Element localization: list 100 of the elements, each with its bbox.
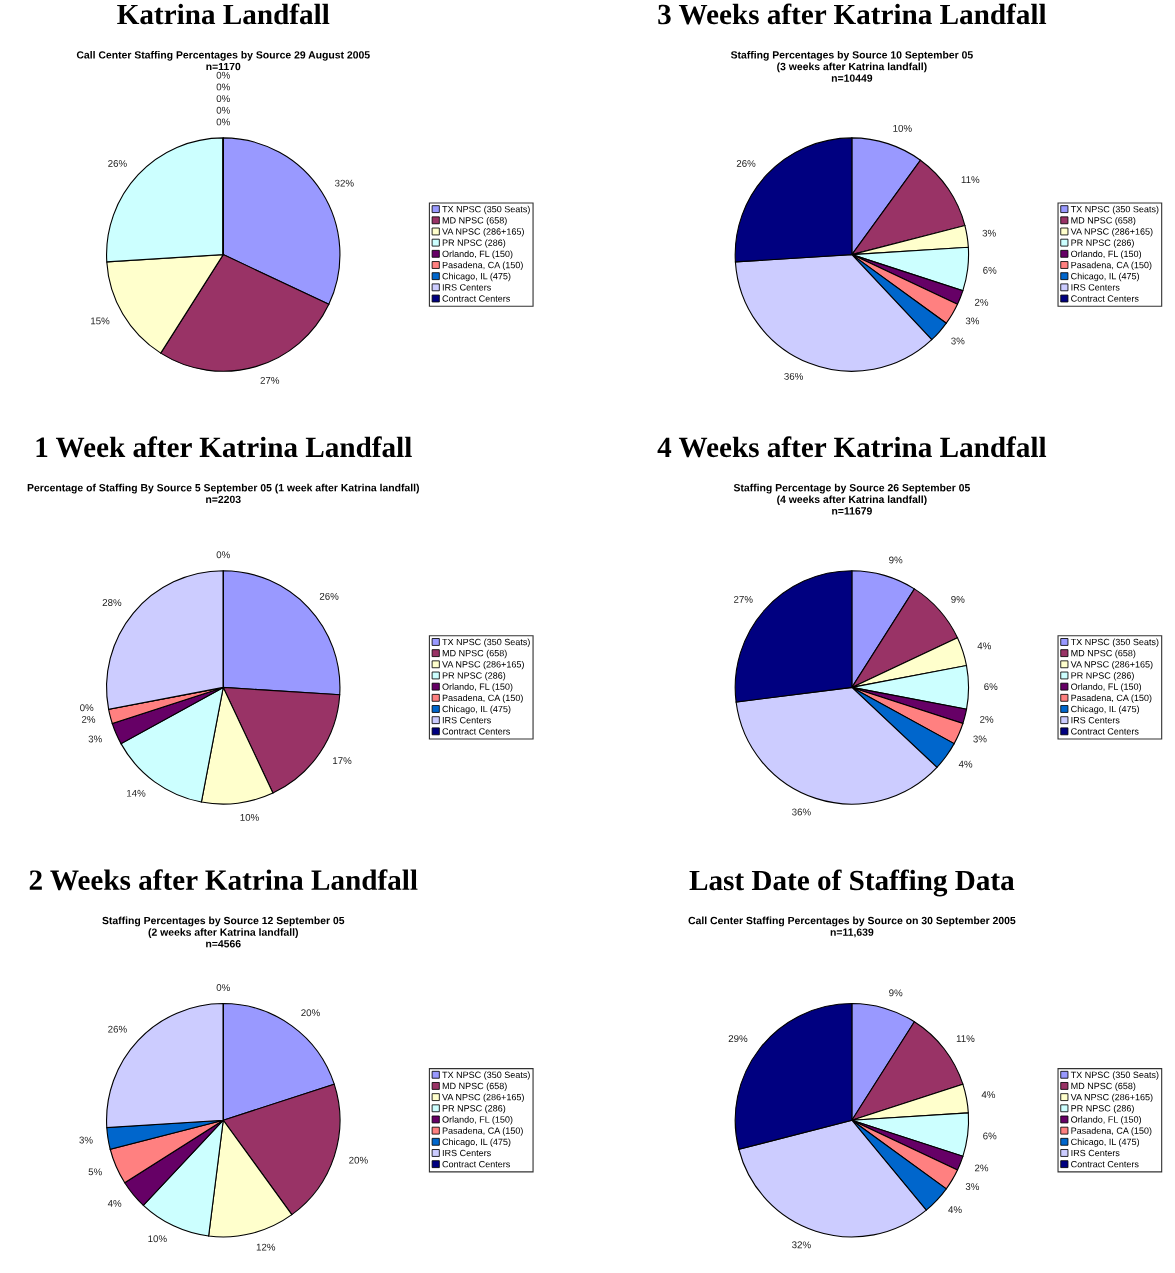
data-label: 6%	[983, 266, 997, 274]
data-label: 3%	[965, 1183, 980, 1190]
data-label: 26%	[319, 592, 339, 600]
legend-label: VA NPSC (286+165)	[1070, 228, 1153, 237]
legend-label: MD NPSC (658)	[442, 649, 507, 659]
data-label: 4%	[958, 760, 973, 768]
data-label: 20%	[301, 1009, 320, 1017]
data-label: 26%	[108, 160, 127, 167]
legend-label: IRS Centers	[442, 284, 491, 291]
chart-subtitle: Percentage of Staffing By Source 5 September 05 (1 week after Katrina landfall) n=2203	[27, 483, 419, 504]
text: 0%	[216, 984, 230, 991]
legend-label: IRS Centers	[1071, 716, 1120, 724]
legend-label: Chicago, IL (475)	[1071, 1138, 1140, 1147]
legend-label: Chicago, IL (475)	[442, 705, 511, 714]
data-label: 2%	[974, 298, 989, 306]
data-label: 6%	[984, 683, 998, 691]
chart-subtitle: Staffing Percentages by Source 10 September 05 (3 weeks after Katrina landfall) n=10449	[730, 50, 973, 82]
legend-label: Contract Centers	[442, 728, 510, 735]
data-label: 10%	[893, 124, 912, 132]
legend-label: IRS Centers	[442, 716, 491, 724]
legend-label: TX NPSC (350 Seats)	[1070, 1071, 1159, 1080]
data-label: 5%	[88, 1168, 102, 1176]
legend-label: TX NPSC (350 Seats)	[1070, 205, 1159, 215]
legend-label: Contract Centers	[1071, 728, 1139, 735]
data-label: 3%	[951, 337, 965, 345]
legend-label: MD NPSC (658)	[442, 216, 507, 226]
legend-label: VA NPSC (286+165)	[1070, 660, 1153, 670]
data-label: 36%	[784, 372, 803, 380]
data-label: 4%	[977, 642, 991, 650]
legend-label: Contract Centers	[1071, 295, 1139, 302]
legend-label: IRS Centers	[1071, 1149, 1120, 1157]
chart-subtitle: Staffing Percentage by Source 26 September 05 (4 weeks after Katrina landfall) n=11679	[733, 483, 970, 515]
legend-label: TX NPSC (350 Seats)	[442, 1071, 530, 1080]
legend-label: IRS Centers	[1071, 284, 1120, 291]
chart-subtitle: Call Center Staffing Percentages by Source on 30 September 2005 n=11,639	[688, 916, 1016, 938]
data-label: 12%	[256, 1243, 276, 1251]
chart-title: 2 Weeks after Katrina Landfall	[29, 869, 418, 891]
chart-title: 1 Week after Katrina Landfall	[36, 436, 412, 458]
legend-label: VA NPSC (286+165)	[442, 660, 524, 670]
legend-label: VA NPSC (286+165)	[442, 1093, 524, 1103]
data-label: 17%	[333, 757, 352, 765]
chart-subtitle: Staffing Percentages by Source 12 September 05 (2 weeks after Katrina landfall) n=4566	[102, 916, 345, 948]
data-label: 15%	[91, 317, 110, 325]
data-label: 3%	[965, 317, 980, 325]
legend-label: Pasadena, CA (150)	[1071, 1127, 1152, 1136]
legend-label: IRS Centers	[442, 1149, 491, 1157]
data-label: 2%	[974, 1164, 989, 1172]
data-label: 2%	[81, 715, 96, 723]
chart-title: Katrina Landfall	[117, 3, 330, 25]
legend-label: Contract Centers	[1071, 1160, 1139, 1168]
legend-label: Chicago, IL (475)	[442, 1138, 511, 1147]
legend-label: PR NPSC (286)	[442, 239, 506, 248]
data-label: 9%	[951, 595, 965, 603]
data-label: 26%	[108, 1025, 127, 1033]
legend-label: PR NPSC (286)	[1071, 239, 1134, 248]
legend-label: VA NPSC (286+165)	[442, 228, 524, 237]
data-label: 32%	[792, 1241, 811, 1249]
legend-label: TX NPSC (350 Seats)	[1070, 638, 1159, 647]
data-label: 3%	[973, 735, 987, 743]
data-label: 4%	[981, 1091, 996, 1099]
legend-label: Pasadena, CA (150)	[442, 261, 523, 270]
legend-label: Orlando, FL (150)	[1071, 250, 1142, 259]
legend-label: PR NPSC (286)	[1071, 672, 1134, 681]
legend-label: Pasadena, CA (150)	[1071, 694, 1152, 703]
text: 0%	[216, 118, 230, 126]
legend-label: PR NPSC (286)	[1071, 1104, 1134, 1114]
legend-label: Orlando, FL (150)	[1071, 683, 1142, 692]
text: 0%	[216, 106, 230, 114]
data-label: 27%	[734, 595, 753, 603]
chart-title: 4 Weeks after Katrina Landfall	[657, 436, 1047, 458]
legend-label: Contract Centers	[442, 1160, 510, 1168]
chart-subtitle: Call Center Staffing Percentages by Source 29 August 2005 n=1170	[76, 50, 370, 71]
legend-label: TX NPSC (350 Seats)	[442, 638, 530, 647]
data-label: 4%	[948, 1206, 962, 1214]
data-label: 2%	[980, 715, 994, 723]
data-label: 6%	[983, 1132, 997, 1140]
legend-label: Orlando, FL (150)	[442, 250, 513, 259]
data-label: 11%	[961, 176, 980, 184]
data-label: 10%	[240, 813, 259, 821]
data-label: 9%	[889, 989, 903, 997]
chart-title: 3 Weeks after Katrina Landfall	[658, 3, 1047, 25]
legend-label: Chicago, IL (475)	[1071, 705, 1140, 714]
chart-title: Last Date of Staffing Data	[689, 869, 1015, 897]
data-label: 3%	[88, 735, 102, 743]
text: 0%	[216, 71, 230, 79]
data-label: 20%	[349, 1156, 368, 1164]
data-label: 11%	[956, 1035, 975, 1042]
text: 0%	[216, 95, 230, 103]
text: 0%	[80, 704, 94, 712]
text: 0%	[216, 83, 230, 91]
legend-label: MD NPSC (658)	[1071, 216, 1136, 226]
legend-label: MD NPSC (658)	[442, 1082, 507, 1091]
legend-label: Pasadena, CA (150)	[442, 694, 523, 703]
legend-label: Pasadena, CA (150)	[1071, 261, 1152, 270]
legend-label: Chicago, IL (475)	[442, 272, 511, 282]
data-label: 4%	[107, 1200, 122, 1207]
data-label: 32%	[334, 179, 354, 187]
text: 0%	[216, 551, 230, 559]
data-label: 3%	[982, 229, 996, 237]
data-label: 10%	[148, 1235, 167, 1243]
